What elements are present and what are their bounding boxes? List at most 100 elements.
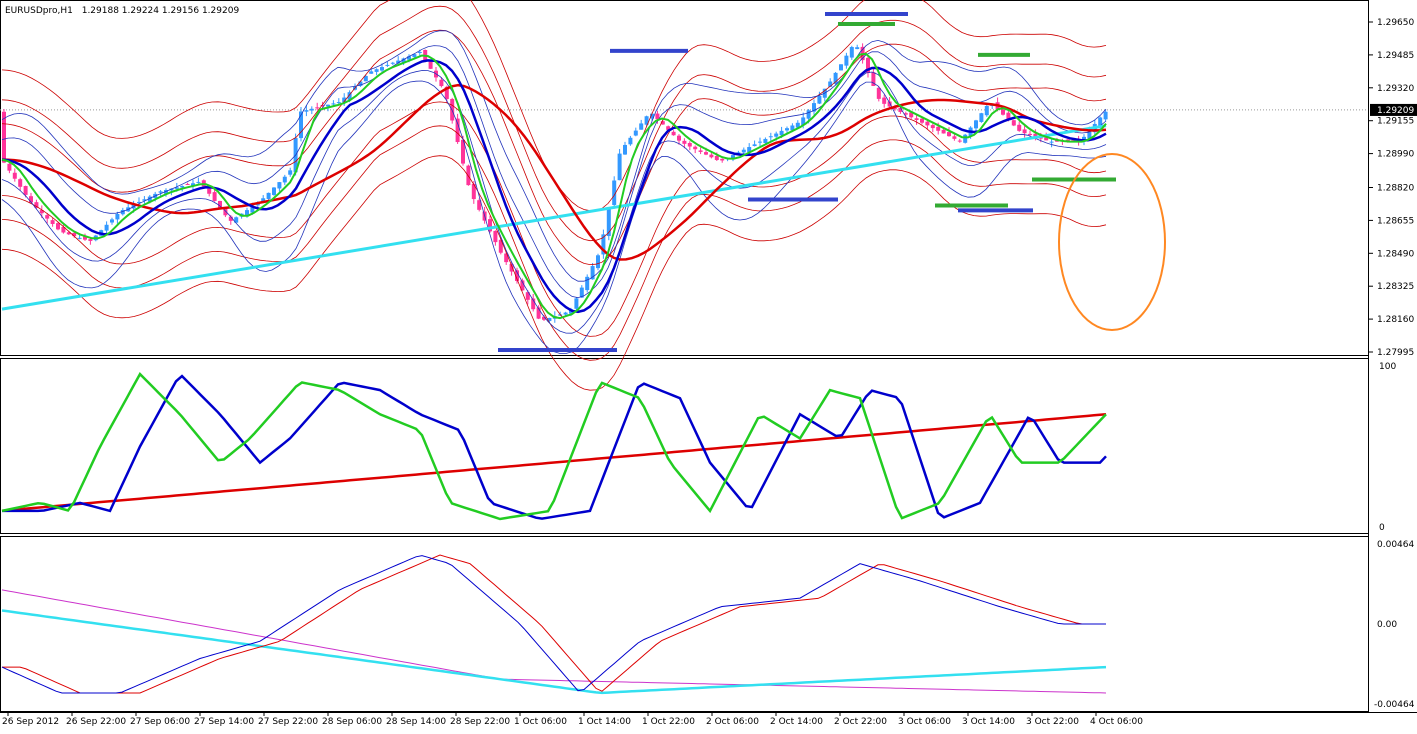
price-layer bbox=[0, 0, 1368, 391]
candle-body bbox=[390, 62, 395, 64]
candle-body bbox=[893, 108, 897, 110]
stochastic-panel[interactable] bbox=[0, 358, 1369, 534]
macd-label-max: 0.00464 bbox=[1377, 540, 1414, 550]
macd-signal-line bbox=[2, 554, 1106, 694]
candle-body bbox=[979, 113, 984, 122]
candle-body bbox=[644, 116, 649, 125]
candle-body bbox=[137, 201, 141, 203]
candle-body bbox=[1098, 117, 1103, 127]
candle-body bbox=[288, 170, 293, 175]
candle-body bbox=[110, 219, 114, 223]
time-tick-label: 1 Oct 22:00 bbox=[642, 717, 695, 727]
candle-body bbox=[72, 232, 77, 237]
outer-band-upper-2 bbox=[1, 5, 1107, 242]
candle-body bbox=[666, 126, 671, 130]
candle-body bbox=[498, 239, 503, 253]
candle-body bbox=[261, 198, 266, 202]
candle-body bbox=[660, 121, 665, 125]
candle-body bbox=[898, 107, 903, 112]
candle-body bbox=[866, 57, 870, 74]
candle-body bbox=[234, 217, 239, 223]
candle-body bbox=[83, 235, 87, 240]
macd-label-zero: 0.00 bbox=[1377, 620, 1397, 630]
time-tick-label: 2 Oct 22:00 bbox=[834, 717, 887, 727]
candle-body bbox=[741, 149, 746, 153]
time-tick-label: 3 Oct 14:00 bbox=[962, 717, 1015, 727]
outer-band-lower bbox=[1, 101, 1107, 337]
candle-body bbox=[2, 111, 6, 163]
candle-body bbox=[509, 263, 514, 272]
candle-body bbox=[207, 188, 212, 194]
candle-body bbox=[655, 113, 660, 120]
candle-body bbox=[1017, 124, 1022, 131]
candle-body bbox=[709, 154, 714, 158]
candle-body bbox=[282, 176, 287, 183]
candle-body bbox=[731, 155, 735, 159]
candle-body bbox=[50, 220, 55, 224]
candle-body bbox=[347, 92, 352, 100]
candle-body bbox=[590, 266, 595, 280]
stoch-slow-line bbox=[2, 374, 1107, 520]
price-tick-label: 1.28820 bbox=[1377, 183, 1414, 193]
candle-body bbox=[612, 180, 617, 205]
candle-body bbox=[790, 125, 795, 131]
candle-body bbox=[606, 207, 611, 237]
candle-body bbox=[596, 255, 600, 269]
macd-panel[interactable] bbox=[0, 536, 1369, 712]
outer-band-upper bbox=[1, 29, 1107, 266]
macd-main-line bbox=[1, 555, 1106, 694]
inner-band-lower bbox=[1, 70, 1107, 334]
candle-body bbox=[342, 97, 347, 103]
candle-body bbox=[185, 183, 190, 185]
candle-body bbox=[196, 181, 201, 183]
time-tick-label: 27 Sep 06:00 bbox=[130, 717, 190, 727]
stoch-label-max: 100 bbox=[1379, 362, 1396, 372]
candle-body bbox=[396, 60, 401, 64]
candle-body bbox=[833, 72, 838, 84]
candle-body bbox=[585, 276, 590, 291]
macd-trend-line bbox=[1, 609, 1107, 695]
candle-body bbox=[768, 136, 773, 138]
candle-body bbox=[380, 67, 384, 71]
candle-body bbox=[758, 141, 762, 143]
candle-body bbox=[650, 113, 654, 119]
candle-body bbox=[477, 200, 482, 210]
candle-body bbox=[428, 61, 433, 69]
candle-body bbox=[1044, 137, 1049, 141]
candle-body bbox=[363, 76, 368, 82]
candle-body bbox=[752, 144, 757, 147]
candle-body bbox=[1087, 130, 1092, 139]
candle-body bbox=[174, 187, 179, 189]
price-tick-label: 1.28490 bbox=[1377, 249, 1414, 259]
candle-body bbox=[336, 102, 341, 104]
candle-body bbox=[687, 142, 692, 147]
candle-body bbox=[56, 223, 60, 230]
candle-body bbox=[617, 153, 622, 181]
price-tick-label: 1.28325 bbox=[1377, 282, 1414, 292]
candle-body bbox=[720, 158, 725, 161]
candle-body bbox=[212, 192, 217, 201]
candle-body bbox=[315, 107, 320, 109]
candle-body bbox=[164, 189, 168, 194]
candle-body bbox=[623, 144, 627, 155]
price-panel[interactable] bbox=[0, 0, 1369, 356]
candle-body bbox=[1103, 111, 1108, 120]
ohlc-label: 1.29188 1.29224 1.29156 1.29209 bbox=[82, 6, 240, 16]
candle-body bbox=[147, 196, 152, 202]
current-price-label: 1.29209 bbox=[1377, 106, 1414, 116]
trend-line bbox=[1, 124, 1107, 311]
current-price-box bbox=[1370, 103, 1417, 116]
candle-body bbox=[693, 146, 698, 150]
candle-body bbox=[774, 133, 779, 137]
highlight-ellipse bbox=[1058, 153, 1166, 331]
time-tick-label: 3 Oct 22:00 bbox=[1026, 717, 1079, 727]
time-tick-label: 27 Sep 22:00 bbox=[258, 717, 318, 727]
candle-body bbox=[304, 110, 309, 112]
candle-body bbox=[331, 103, 336, 105]
slow-ema-line bbox=[1, 83, 1107, 261]
macd-signal-long bbox=[1, 589, 1107, 694]
macd-layer bbox=[1, 554, 1107, 695]
candle-body bbox=[639, 123, 644, 130]
candle-body bbox=[120, 210, 125, 215]
